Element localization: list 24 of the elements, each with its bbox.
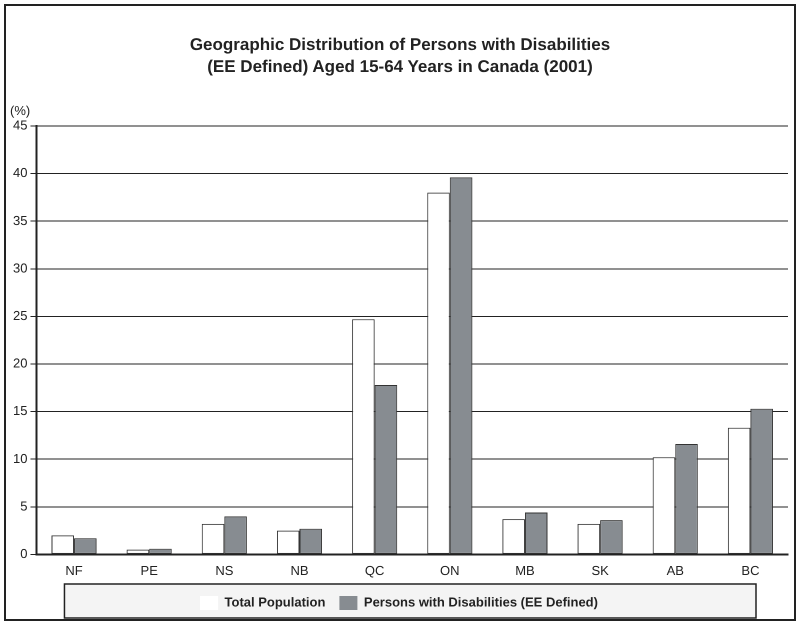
x-tick-label: SK: [591, 562, 610, 578]
x-tick-label: NS: [215, 562, 234, 578]
x-tick-label: MB: [515, 562, 535, 578]
y-tick-label: 30: [12, 260, 28, 276]
x-tick-label: BC: [741, 562, 760, 578]
y-tick-label: 45: [12, 118, 28, 133]
y-tick-label: 40: [12, 165, 28, 180]
x-tick-label: AB: [666, 562, 684, 578]
y-axis-title: (%): [10, 103, 30, 118]
y-tick-label: 25: [12, 308, 28, 323]
y-tick-label: 5: [20, 498, 28, 514]
x-tick-label: PE: [140, 562, 158, 578]
y-tick-label: 15: [12, 403, 28, 418]
legend-label: Persons with Disabilities (EE Defined): [364, 594, 598, 610]
x-tick-label: NF: [65, 562, 83, 578]
x-tick-label: QC: [364, 562, 384, 578]
legend-label: Total Population: [224, 594, 326, 610]
y-tick-label: 35: [12, 212, 28, 228]
y-tick-label: 0: [20, 546, 28, 561]
y-tick-label: 10: [12, 450, 28, 466]
x-tick-label: ON: [440, 562, 460, 578]
x-tick-label: NB: [290, 562, 309, 578]
chart-title: Geographic Distribution of Persons with Disabilities (EE Defined) Aged 15-64 Years in Canada (2001): [188, 34, 612, 78]
y-tick-label: 20: [12, 356, 28, 371]
